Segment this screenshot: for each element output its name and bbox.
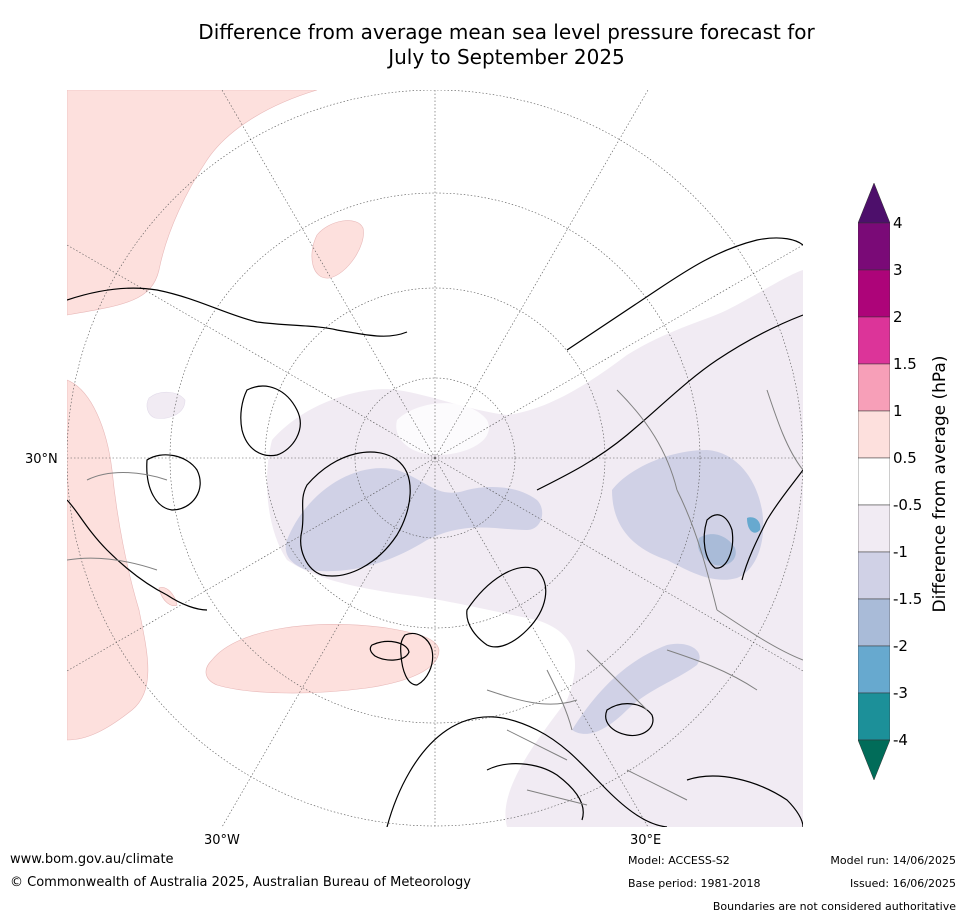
anomaly-negative-greenland-island [146, 391, 186, 419]
map-title-line2: July to September 2025 [388, 45, 625, 69]
anomaly-pole-gap [396, 403, 489, 455]
colorbar-tick: -1 [893, 543, 908, 561]
colorbar-title: Difference from average (hPa) [930, 355, 950, 613]
footer-copyright: © Commonwealth of Australia 2025, Austra… [10, 875, 471, 890]
colorbar-band-neg1.5-neg2 [857, 598, 891, 647]
colorbar-band-neg0.5-neg1 [857, 504, 891, 553]
coast-greenland [300, 451, 411, 577]
coast-caspian [703, 514, 734, 569]
anomaly-positive-arctic-ocean [311, 220, 364, 279]
colorbar-band-3-4 [857, 222, 891, 271]
colorbar-tick: -1.5 [893, 590, 923, 608]
colorbar-tick: -3 [893, 684, 908, 702]
colorbar-tick: 3 [893, 261, 903, 279]
anomaly-negative-greenland [285, 468, 543, 572]
coastlines [67, 237, 803, 827]
coast-hudson-bay [146, 454, 201, 511]
colorbar-tick: 1.5 [893, 355, 917, 373]
colorbar-band-neutral [857, 457, 891, 506]
anomaly-negative-arctic-band [267, 270, 803, 827]
label-30w: 30°W [204, 833, 240, 848]
colorbar-tick: 0.5 [893, 449, 917, 467]
coast-eurasia-north [536, 314, 803, 491]
footer-website: www.bom.gov.au/climate [10, 852, 174, 867]
colorbar [857, 182, 891, 783]
coast-scandinavia [466, 566, 547, 648]
coast-north-america [67, 287, 408, 337]
colorbar-band-1-1.5 [857, 363, 891, 412]
colorbar-tick: -2 [893, 637, 908, 655]
colorbar-bottom-arrow [857, 739, 891, 781]
map-title-line1: Difference from average mean sea level p… [198, 20, 815, 44]
colorbar-band-1.5-2 [857, 316, 891, 365]
anomaly-positive-atlantic-small [158, 587, 178, 607]
coast-uk [400, 632, 434, 686]
colorbar-band-neg3-neg4 [857, 692, 891, 741]
colorbar-band-neg1-neg1.5 [857, 551, 891, 600]
colorbar-tick: 4 [893, 214, 903, 232]
map-title: Difference from average mean sea level p… [0, 20, 965, 70]
graticule [67, 90, 803, 827]
label-30e: 30°E [630, 833, 662, 848]
anomaly-positive-west-atlantic [67, 90, 318, 316]
coast-europe-south [386, 716, 668, 827]
footer-base-period: Base period: 1981-2018 [628, 877, 761, 890]
colorbar-tick: 2 [893, 308, 903, 326]
label-30n: 30°N [25, 452, 58, 467]
coast-eurasia-arctic [566, 237, 803, 351]
anomaly-positive-west-coast [67, 379, 149, 741]
colorbar-top-arrow [857, 182, 891, 224]
colorbar-band-0.5-1 [857, 410, 891, 459]
colorbar-band-neg2-neg3 [857, 645, 891, 694]
footer-issued: Issued: 16/06/2025 [849, 877, 956, 890]
map-svg [67, 90, 803, 827]
anomaly-negative-east-patch [747, 517, 761, 533]
coast-east-asia [741, 469, 803, 581]
footer-disclaimer: Boundaries are not considered authoritat… [712, 900, 956, 913]
colorbar-band-2-3 [857, 269, 891, 318]
colorbar-tick: -0.5 [893, 496, 923, 514]
map-panel [67, 90, 803, 827]
footer-model-run: Model run: 14/06/2025 [830, 854, 956, 867]
coast-black-sea [605, 703, 654, 737]
coast-mediterranean [486, 763, 584, 821]
colorbar-tick: -4 [893, 731, 908, 749]
footer-model: Model: ACCESS-S2 [628, 854, 730, 867]
anomaly-positive-north-atlantic [205, 624, 440, 694]
coast-canadian-islands [240, 385, 301, 457]
colorbar-tick: 1 [893, 402, 903, 420]
anomaly-negative-mediterranean [572, 643, 700, 734]
country-borders [67, 389, 803, 806]
coast-iceland [369, 640, 410, 661]
coast-arabia [686, 775, 803, 827]
coast-west-na [67, 499, 208, 611]
